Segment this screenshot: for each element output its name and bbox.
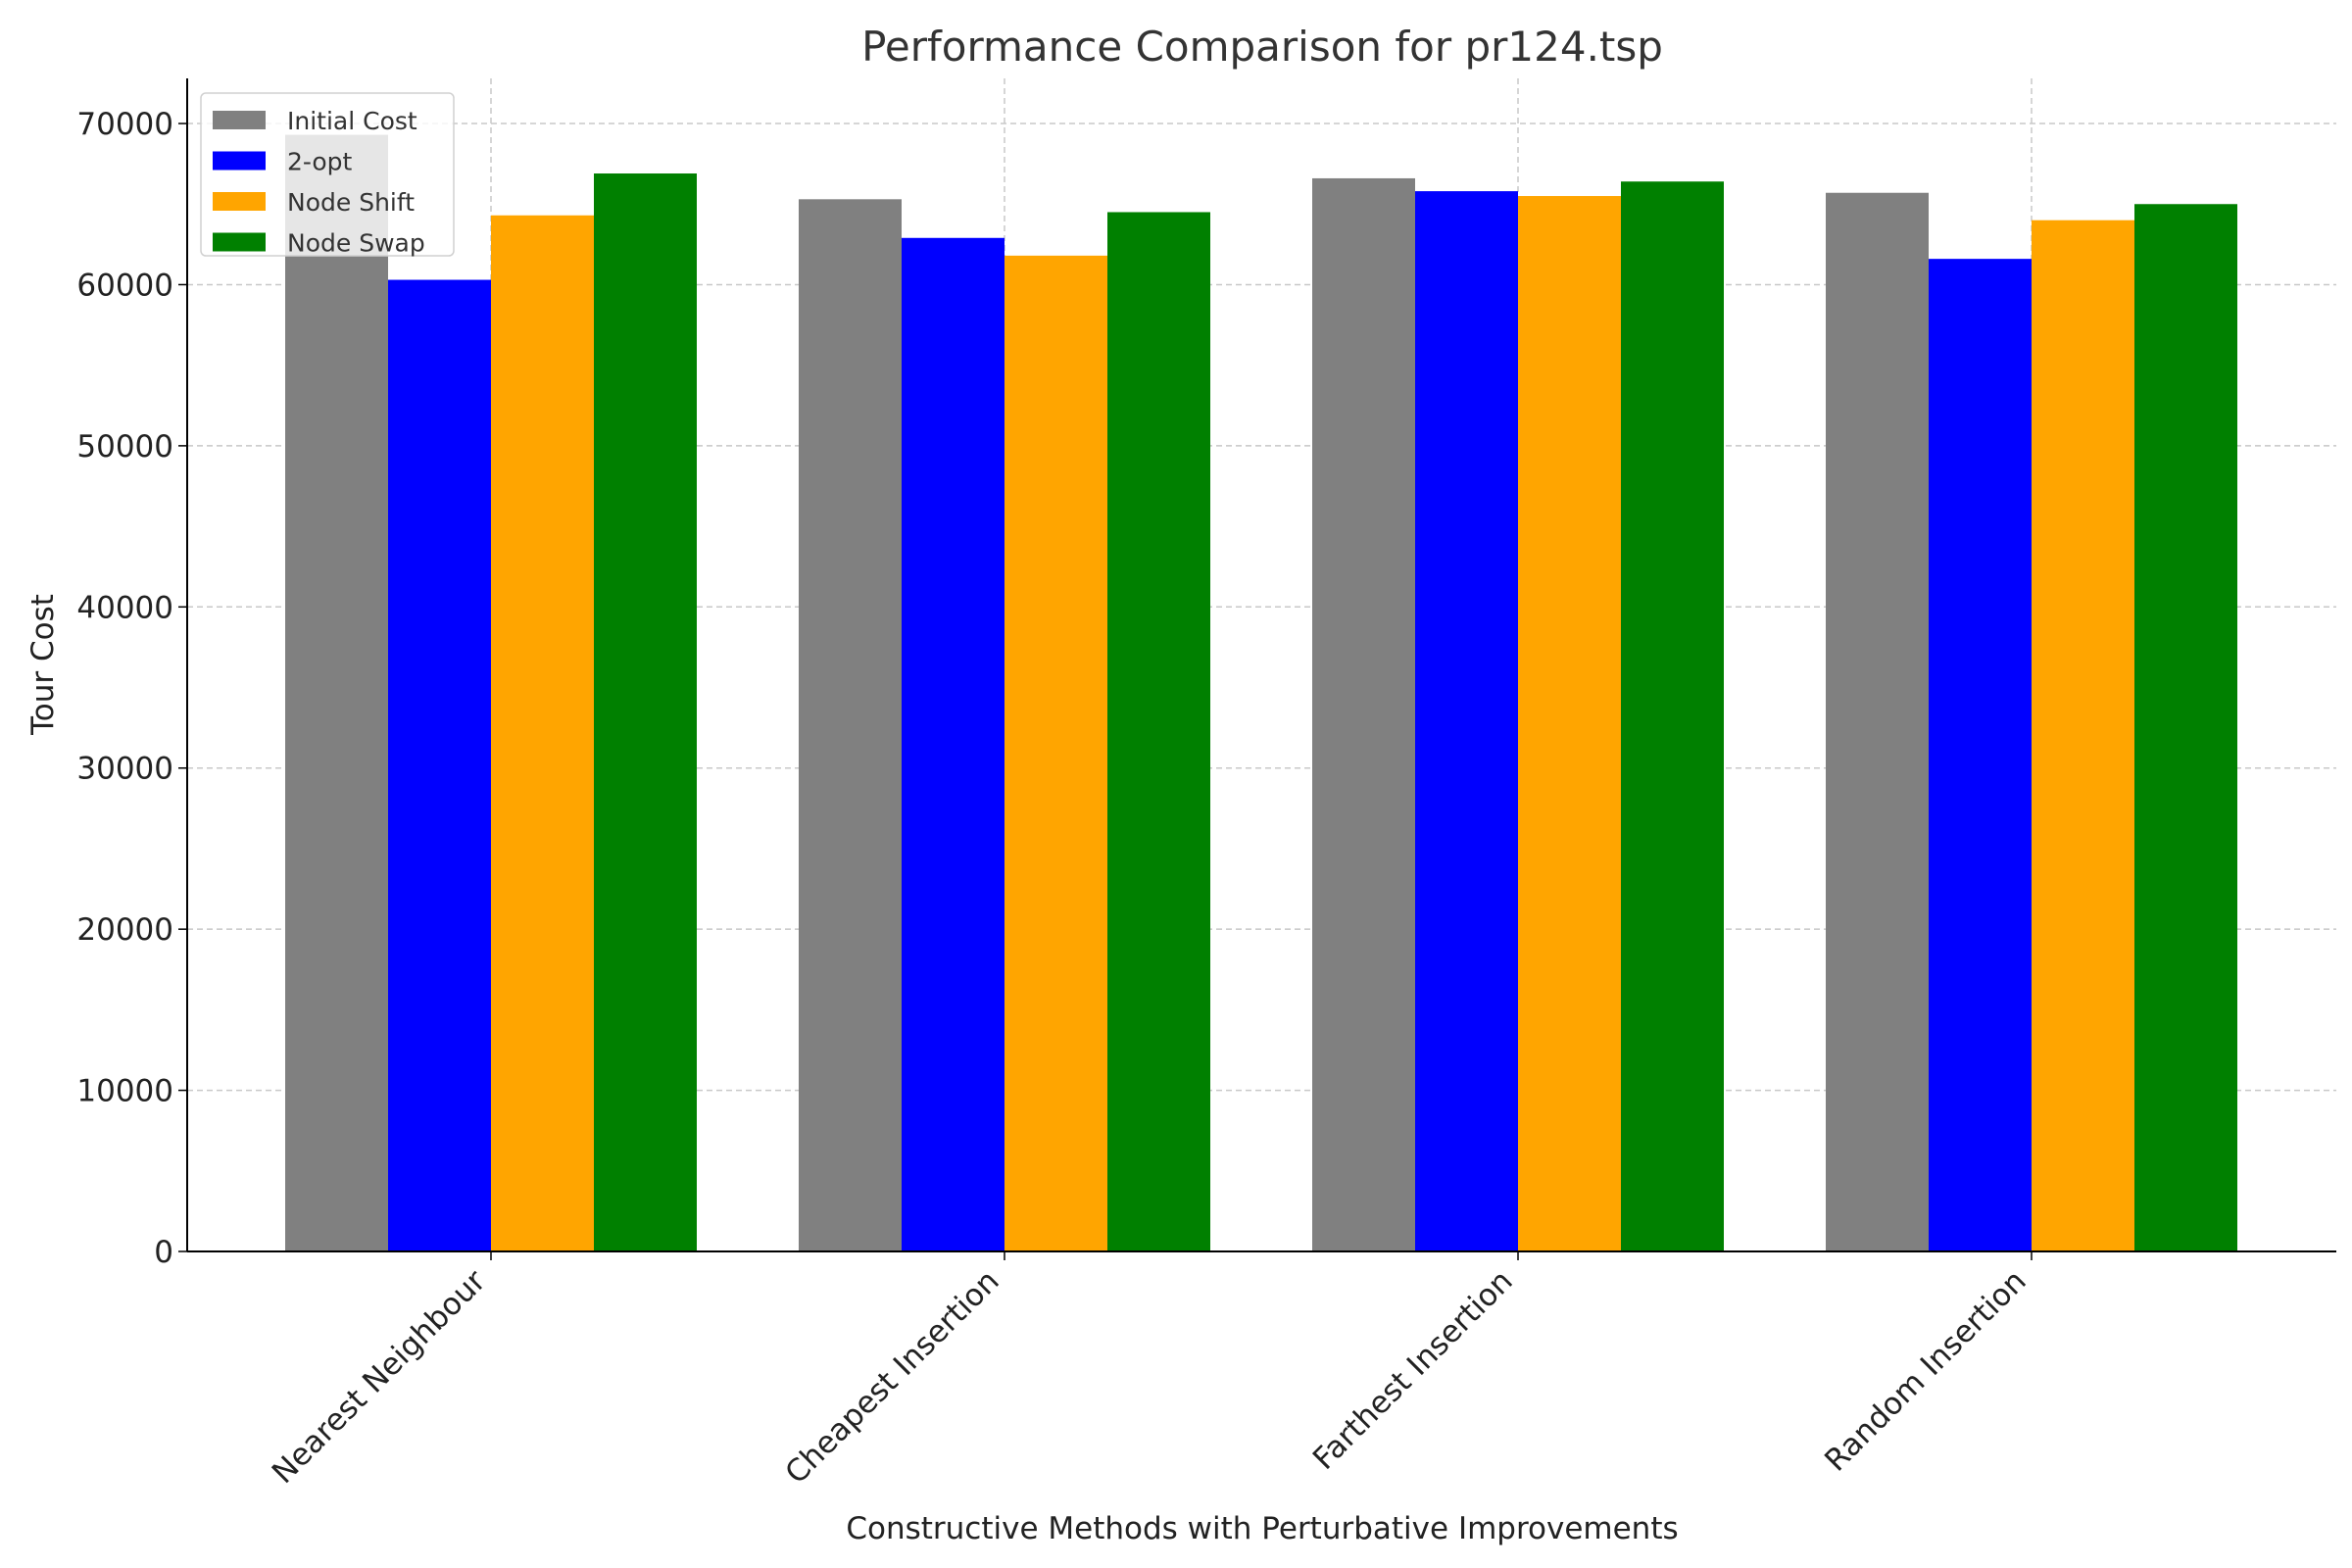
y-tick-label: 30000: [76, 752, 173, 787]
x-tick-label: Farthest Insertion: [1306, 1263, 1520, 1477]
bar-node-shift-4: [2032, 220, 2134, 1252]
bar-initial-cost-4: [1826, 192, 1929, 1252]
bar-2-opt-3: [1415, 191, 1518, 1251]
bar-node-shift-1: [491, 215, 594, 1251]
legend-label: Node Swap: [287, 229, 425, 258]
y-tick-label: 60000: [76, 268, 173, 303]
bar-initial-cost-2: [799, 199, 902, 1252]
bar-node-swap-2: [1107, 212, 1210, 1251]
legend-swatch: [213, 111, 266, 129]
bar-2-opt-4: [1929, 259, 2032, 1252]
bar-node-swap-4: [2134, 204, 2237, 1251]
bar-node-shift-2: [1004, 255, 1107, 1252]
legend-swatch: [213, 232, 266, 252]
x-tick-label: Cheapest Insertion: [778, 1263, 1005, 1491]
bars-layer: [285, 134, 2237, 1252]
x-tick-label: Nearest Neighbour: [266, 1263, 493, 1491]
legend-label: Node Shift: [287, 188, 415, 217]
x-axis-label: Constructive Methods with Perturbative I…: [846, 1511, 1678, 1546]
y-axis-label: Tour Cost: [25, 594, 61, 736]
bar-initial-cost-3: [1312, 177, 1415, 1252]
bar-initial-cost-1: [285, 134, 388, 1251]
x-tick-label: Random Insertion: [1818, 1263, 2033, 1478]
y-tick-label: 20000: [76, 912, 173, 948]
legend-swatch: [213, 151, 266, 171]
bar-node-shift-3: [1518, 196, 1621, 1252]
axes-layer: [186, 78, 2336, 1252]
legend-label: Initial Cost: [287, 107, 417, 135]
y-tick-label: 10000: [76, 1074, 173, 1109]
bar-2-opt-2: [902, 237, 1004, 1252]
legend: Initial Cost 2-opt Node Shift Node Swap: [200, 92, 455, 258]
y-tick-label: 70000: [76, 107, 173, 142]
legend-swatch: [213, 192, 266, 211]
y-tick-label: 40000: [76, 590, 173, 625]
y-tick-label: 0: [154, 1235, 173, 1270]
legend-box: [200, 92, 455, 257]
bar-2-opt-1: [388, 279, 491, 1252]
y-tick-label: 50000: [76, 429, 173, 465]
bar-node-swap-1: [594, 173, 697, 1251]
chart-title: Performance Comparison for pr124.tsp: [861, 23, 1663, 71]
bar-node-swap-3: [1621, 181, 1724, 1252]
legend-label: 2-opt: [287, 148, 353, 176]
